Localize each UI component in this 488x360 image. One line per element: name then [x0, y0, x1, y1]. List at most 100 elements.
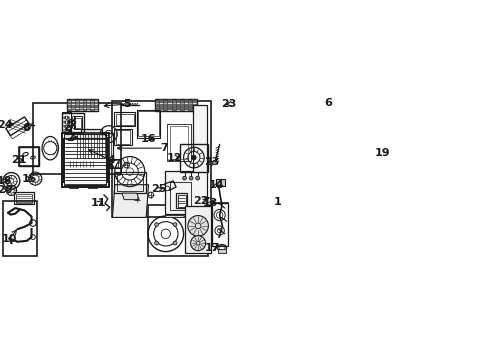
Text: 12: 12	[166, 153, 182, 163]
Bar	[175, 101, 180, 103]
Bar	[175, 99, 180, 100]
Bar	[180, 103, 183, 104]
Bar	[216, 179, 224, 186]
Bar	[175, 108, 180, 109]
Polygon shape	[122, 193, 139, 200]
Text: 11: 11	[90, 198, 106, 208]
Circle shape	[189, 176, 193, 180]
Bar	[159, 99, 163, 100]
Bar	[192, 99, 196, 100]
Bar	[192, 101, 196, 103]
Bar	[175, 106, 180, 107]
Bar	[192, 108, 196, 109]
Bar	[66, 99, 98, 111]
Circle shape	[154, 241, 158, 245]
Bar	[148, 205, 207, 256]
Bar	[79, 102, 82, 103]
Circle shape	[173, 241, 177, 245]
Bar	[82, 106, 86, 108]
Bar	[137, 110, 160, 138]
Bar	[71, 108, 75, 109]
Text: 16: 16	[141, 134, 157, 144]
Text: 19: 19	[374, 148, 390, 158]
Text: 8: 8	[66, 119, 74, 129]
Text: 18: 18	[0, 176, 13, 186]
Bar	[159, 101, 163, 103]
Bar	[16, 194, 32, 203]
Bar	[94, 108, 98, 109]
Bar	[192, 104, 196, 105]
Bar	[90, 106, 94, 108]
Bar	[167, 99, 171, 100]
Circle shape	[190, 236, 205, 251]
Bar	[192, 106, 196, 107]
Bar	[62, 112, 71, 133]
Bar	[103, 159, 119, 168]
Bar	[112, 102, 210, 217]
Bar	[114, 172, 146, 193]
Bar	[71, 105, 75, 106]
Bar	[180, 107, 183, 108]
Polygon shape	[164, 105, 206, 214]
Bar	[79, 108, 82, 109]
Bar	[159, 106, 163, 107]
Bar	[155, 109, 159, 110]
Bar	[71, 102, 75, 103]
Bar	[159, 104, 163, 105]
Text: 2: 2	[66, 133, 74, 143]
Bar	[114, 112, 135, 126]
Text: 24: 24	[0, 120, 13, 130]
Bar	[183, 106, 187, 107]
Bar	[171, 105, 175, 106]
Text: 10: 10	[2, 234, 17, 244]
Bar	[180, 100, 183, 101]
Bar	[187, 103, 192, 104]
Bar	[183, 101, 187, 103]
Bar	[94, 102, 98, 103]
Bar	[64, 136, 106, 185]
Bar	[171, 107, 175, 108]
Text: 17: 17	[204, 243, 220, 253]
Bar	[163, 103, 167, 104]
Text: 22: 22	[192, 195, 208, 206]
Text: 9: 9	[64, 126, 72, 136]
Text: 14: 14	[208, 180, 224, 190]
Bar	[155, 107, 159, 108]
Bar	[19, 147, 40, 166]
Bar	[159, 108, 163, 109]
Bar	[67, 100, 71, 102]
Bar	[187, 109, 192, 110]
Bar	[3, 201, 37, 256]
Bar	[218, 249, 225, 252]
Bar	[67, 103, 71, 105]
Bar	[163, 100, 167, 101]
Bar	[82, 100, 86, 102]
Bar	[14, 192, 34, 204]
Bar	[183, 99, 187, 100]
Bar	[167, 108, 171, 109]
Text: 21: 21	[11, 156, 27, 165]
Bar	[64, 134, 106, 138]
Bar	[163, 109, 167, 110]
Circle shape	[173, 223, 177, 226]
Bar	[155, 105, 159, 106]
Bar	[183, 108, 187, 109]
Bar	[62, 113, 84, 132]
Text: 23: 23	[204, 157, 220, 167]
Bar	[187, 107, 192, 108]
Bar	[117, 174, 143, 191]
Text: 7: 7	[160, 143, 167, 153]
Text: 13: 13	[203, 198, 218, 208]
Bar	[163, 105, 167, 106]
Bar	[171, 100, 175, 101]
Bar	[138, 111, 159, 136]
Bar	[69, 185, 78, 188]
Bar	[155, 100, 159, 101]
Bar	[76, 133, 113, 159]
Bar	[75, 106, 79, 108]
Bar	[86, 105, 90, 106]
Circle shape	[187, 216, 208, 236]
Bar	[90, 103, 94, 105]
Bar	[19, 147, 40, 166]
Bar	[74, 116, 82, 130]
